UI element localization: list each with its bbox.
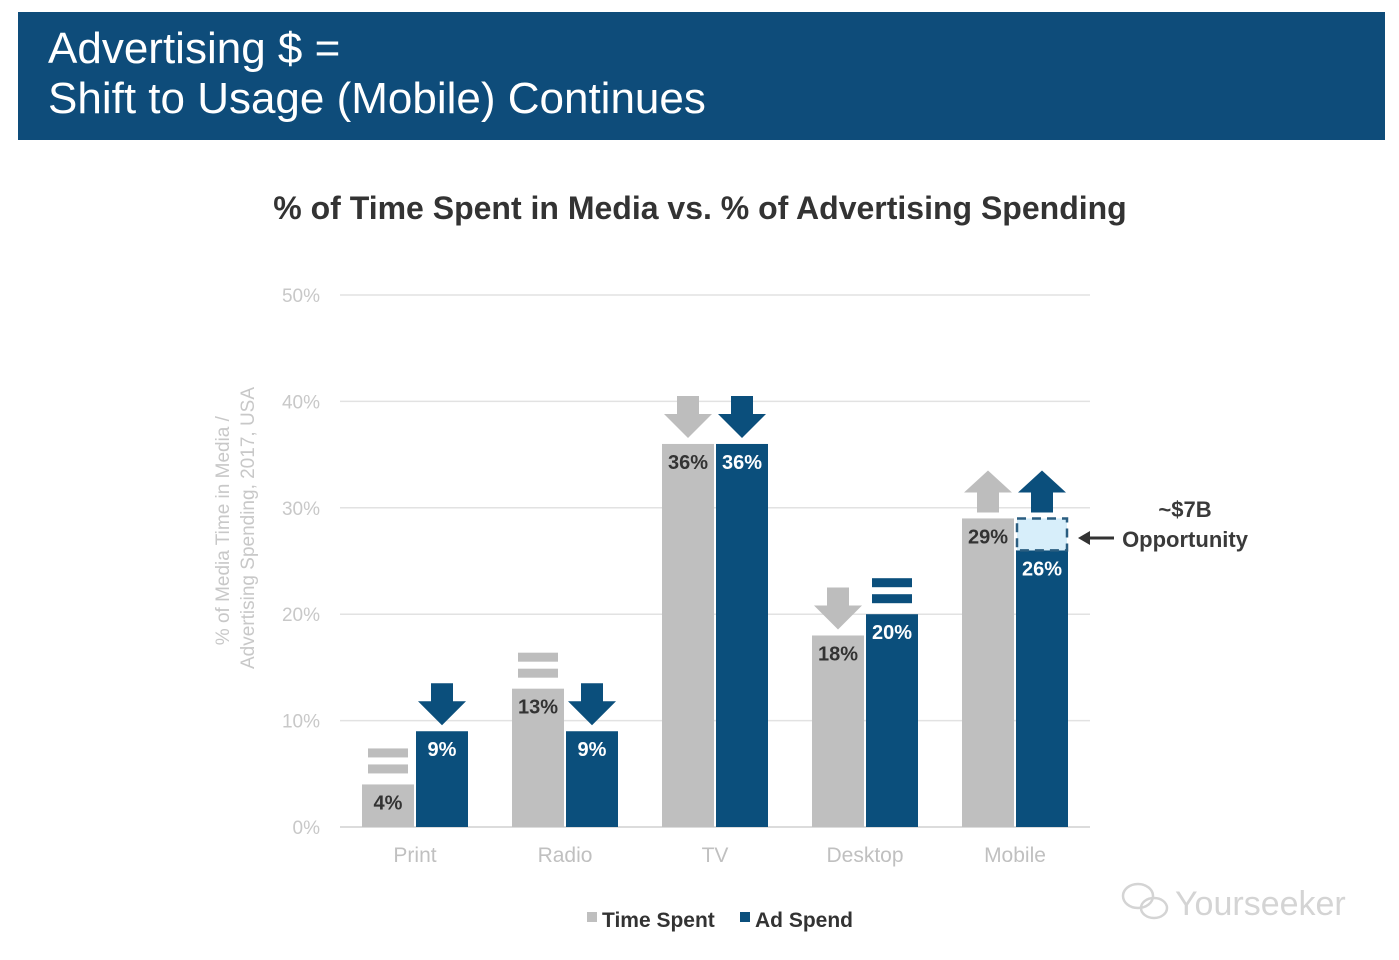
data-label: 20%	[872, 622, 912, 644]
x-tick-label: TV	[702, 844, 729, 867]
legend-item-ad-spend: Ad Spend	[740, 909, 853, 932]
watermark: Yourseeker	[1121, 882, 1346, 923]
data-label: 36%	[722, 452, 762, 474]
arrow-down-icon	[814, 587, 862, 630]
y-axis-label-line2: Advertising Spending, 2017, USA	[238, 387, 259, 669]
title-banner: Advertising $ = Shift to Usage (Mobile) …	[18, 12, 1385, 140]
legend-swatch	[587, 912, 597, 922]
bar-ad-spend	[416, 731, 468, 827]
slide-title: Advertising $ = Shift to Usage (Mobile) …	[48, 24, 706, 123]
category-group-tv: 36% 36% TV	[662, 395, 768, 867]
bar-time-spent	[962, 518, 1014, 827]
y-tick-label: 0%	[293, 818, 321, 839]
equals-icon-bar	[872, 594, 912, 604]
data-label: 13%	[518, 697, 558, 719]
data-label: 9%	[578, 739, 607, 761]
bar-ad-spend	[1016, 550, 1068, 827]
x-tick-label: Mobile	[984, 844, 1046, 867]
arrow-down-icon	[664, 395, 712, 438]
bar-ad-spend	[566, 731, 618, 827]
legend-swatch	[740, 912, 750, 922]
data-label: 9%	[428, 739, 457, 761]
x-tick-label: Print	[393, 844, 436, 867]
opportunity-label: Opportunity	[1122, 527, 1249, 552]
watermark-text: Yourseeker	[1175, 885, 1346, 923]
bar-ad-spend	[866, 614, 918, 827]
legend-label: Ad Spend	[755, 909, 853, 932]
y-tick-label: 50%	[282, 286, 320, 307]
bar-time-spent	[512, 688, 564, 827]
category-group-desktop: 18% 20% Desktop	[812, 578, 918, 867]
data-label: 29%	[968, 526, 1008, 548]
equals-icon	[368, 748, 408, 758]
category-group-mobile: 29% 26% Mobile	[962, 470, 1069, 867]
data-label: 36%	[668, 452, 708, 474]
equals-icon	[872, 578, 912, 588]
bar-time-spent	[362, 784, 414, 827]
bar-time-spent	[662, 443, 714, 827]
data-label: 4%	[374, 792, 403, 814]
y-tick-label: 30%	[282, 499, 320, 520]
wechat-icon	[1121, 882, 1169, 920]
data-label: 26%	[1022, 558, 1062, 580]
legend-label: Time Spent	[602, 909, 715, 932]
opportunity-annotation: ~$7B Opportunity	[1078, 497, 1249, 552]
y-tick-label: 10%	[282, 712, 320, 733]
x-tick-label: Radio	[538, 844, 593, 867]
chart-title: % of Time Spent in Media vs. % of Advert…	[273, 190, 1126, 226]
bar-time-spent	[812, 635, 864, 827]
y-tick-label: 20%	[282, 605, 320, 626]
arrow-down-icon	[568, 683, 616, 726]
x-tick-label: Desktop	[826, 844, 903, 867]
arrow-left-head	[1078, 531, 1090, 545]
arrow-down-icon	[718, 395, 766, 438]
opportunity-gap	[1015, 517, 1069, 552]
y-tick-label: 40%	[282, 392, 320, 413]
category-group-print: 4% 9% Print	[362, 683, 468, 867]
bar-ad-spend	[716, 443, 768, 827]
arrow-up-icon	[964, 470, 1012, 513]
equals-icon-bar	[368, 764, 408, 774]
y-axis-label: % of Media Time in Media / Advertising S…	[213, 387, 259, 669]
y-axis-label-line1: % of Media Time in Media /	[213, 415, 234, 645]
category-group-radio: 13% 9% Radio	[512, 652, 618, 867]
opportunity-amount: ~$7B	[1158, 497, 1211, 522]
data-label: 18%	[818, 643, 858, 665]
equals-icon-bar	[518, 668, 558, 678]
arrow-up-icon	[1018, 470, 1066, 513]
arrow-down-icon	[418, 683, 466, 726]
legend-item-time-spent: Time Spent	[587, 909, 715, 932]
equals-icon	[518, 652, 558, 662]
